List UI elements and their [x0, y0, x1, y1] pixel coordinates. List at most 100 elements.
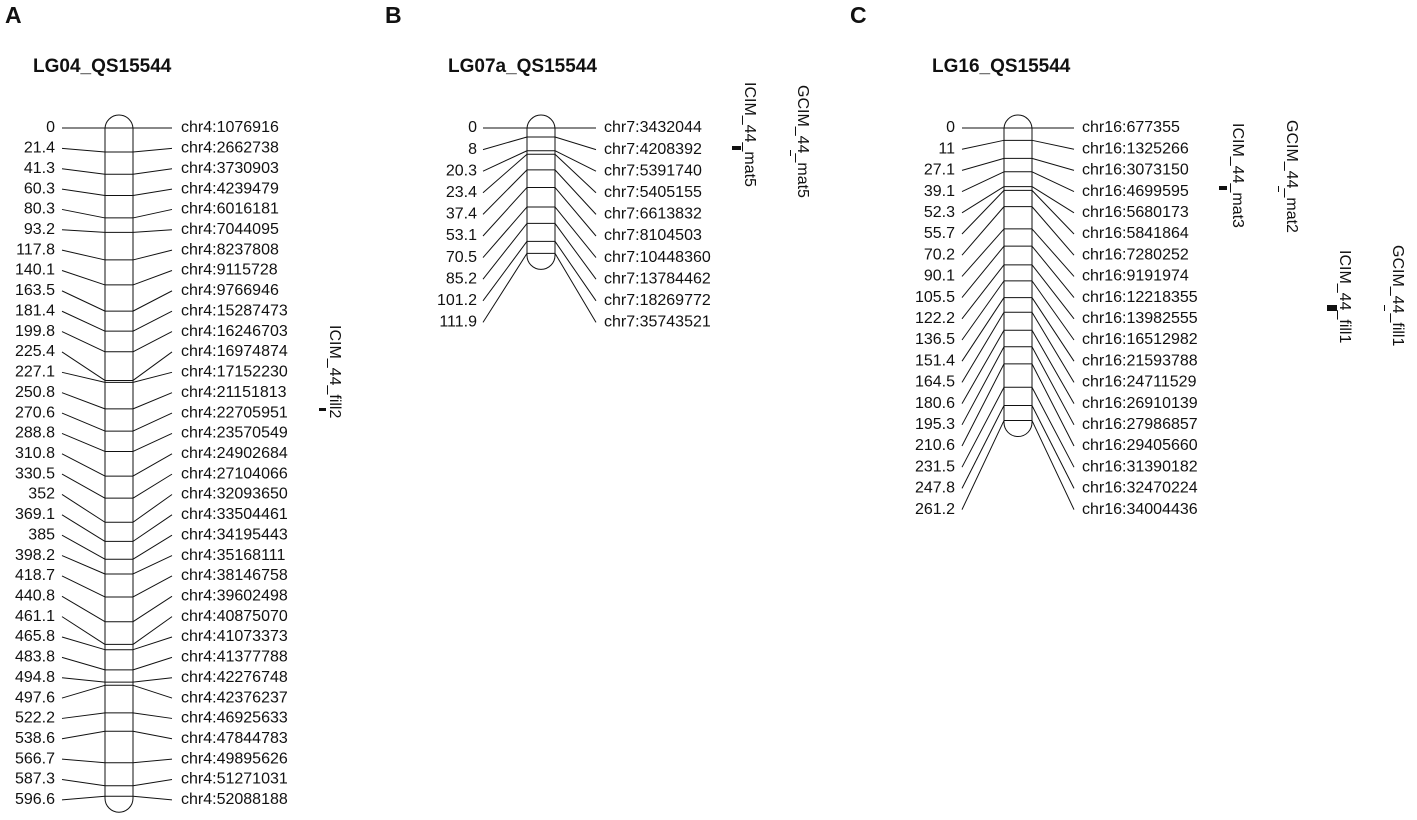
marker-line-left: [61, 473, 106, 499]
marker-line-left: [961, 190, 1005, 235]
marker-name: chr4:47844783: [181, 730, 288, 747]
marker-name: chr7:4208392: [604, 141, 702, 158]
marker-line-right: [1031, 186, 1075, 214]
marker-line-left: [961, 405, 1005, 489]
marker-line-right: [132, 795, 173, 801]
marker-position: 440.8: [15, 587, 55, 604]
qtl-label: ICIM_44_fill1: [1336, 250, 1353, 343]
qtl-bar: [732, 146, 741, 150]
marker-line-right: [1031, 420, 1075, 510]
marker-line-left: [482, 136, 528, 151]
marker-line-left: [961, 420, 1005, 510]
marker-name: chr4:6016181: [181, 201, 279, 218]
marker-line-left: [961, 228, 1005, 277]
marker-position: 90.1: [924, 268, 955, 285]
marker-line-left: [61, 453, 106, 477]
marker-position: 8: [468, 141, 477, 158]
marker-position: 261.2: [915, 501, 955, 518]
marker-name: chr7:10448360: [604, 249, 711, 266]
marker-line-right: [132, 730, 173, 740]
marker-name: chr4:2662738: [181, 140, 279, 157]
marker-name: chr16:24711529: [1082, 374, 1197, 391]
marker-name: chr4:42376237: [181, 689, 288, 706]
marker-name: chr4:42276748: [181, 669, 288, 686]
marker-name: chr4:23570549: [181, 425, 288, 442]
marker-position: 494.8: [15, 669, 55, 686]
marker-line-left: [482, 206, 528, 258]
marker-position: 250.8: [15, 384, 55, 401]
marker-line-left: [961, 297, 1005, 362]
marker-name: chr16:9191974: [1082, 268, 1189, 285]
marker-line-right: [1031, 264, 1075, 320]
marker-line-left: [61, 229, 106, 233]
marker-name: chr16:29405660: [1082, 437, 1198, 454]
marker-name: chr16:4699595: [1082, 183, 1189, 200]
marker-line-right: [132, 636, 173, 651]
marker-name: chr4:3730903: [181, 160, 279, 177]
marker-position: 37.4: [446, 206, 477, 223]
marker-line-right: [132, 371, 173, 383]
marker-line-left: [61, 636, 106, 651]
marker-line-left: [482, 150, 528, 172]
marker-line-right: [1031, 245, 1075, 298]
marker-position: 0: [946, 119, 955, 136]
marker-position: 210.6: [915, 437, 955, 454]
qtl-bar: [1384, 305, 1385, 311]
marker-line-left: [961, 311, 1005, 383]
marker-position: 398.2: [15, 547, 55, 564]
marker-name: chr16:5680173: [1082, 204, 1189, 221]
marker-line-right: [1031, 311, 1075, 383]
marker-line-left: [961, 280, 1005, 341]
marker-line-right: [132, 758, 173, 764]
marker-name: chr16:5841864: [1082, 225, 1189, 242]
marker-name: chr7:6613832: [604, 206, 702, 223]
marker-line-left: [961, 363, 1005, 447]
panel-title: LG04_QS15544: [33, 56, 172, 77]
marker-line-right: [132, 575, 173, 598]
marker-position: 163.5: [15, 282, 55, 299]
marker-position: 195.3: [915, 416, 955, 433]
marker-line-left: [61, 677, 106, 683]
marker-position: 465.8: [15, 628, 55, 645]
marker-position: 247.8: [915, 480, 955, 497]
marker-position: 20.3: [446, 162, 477, 179]
qtl-bar: [790, 150, 791, 156]
marker-name: chr4:51271031: [181, 771, 288, 788]
marker-position: 80.3: [24, 201, 55, 218]
marker-line-right: [1031, 228, 1075, 277]
marker-name: chr4:41073373: [181, 628, 288, 645]
marker-position: 231.5: [915, 458, 955, 475]
marker-line-right: [132, 310, 173, 332]
chromosome: [1003, 114, 1033, 438]
marker-line-right: [1031, 171, 1075, 193]
marker-position: 122.2: [915, 310, 955, 327]
marker-line-left: [961, 186, 1005, 214]
marker-name: chr4:40875070: [181, 608, 288, 625]
marker-name: chr7:5391740: [604, 162, 702, 179]
panel-letter: B: [385, 2, 402, 28]
marker-line-right: [554, 153, 597, 194]
marker-line-right: [132, 616, 173, 645]
marker-position: 522.2: [15, 710, 55, 727]
marker-line-right: [132, 684, 173, 699]
marker-name: chr7:8104503: [604, 227, 702, 244]
marker-line-left: [961, 157, 1005, 171]
marker-line-left: [961, 245, 1005, 298]
qtl-bar: [319, 408, 326, 411]
marker-line-left: [961, 330, 1005, 404]
marker-position: 41.3: [24, 160, 55, 177]
marker-line-left: [61, 575, 106, 598]
marker-line-left: [61, 494, 106, 523]
marker-position: 93.2: [24, 221, 55, 238]
marker-line-left: [61, 779, 106, 787]
marker-position: 23.4: [446, 184, 477, 201]
marker-name: chr16:21593788: [1082, 352, 1198, 369]
marker-line-right: [1031, 405, 1075, 489]
marker-name: chr4:8237808: [181, 241, 279, 258]
marker-line-left: [61, 656, 106, 671]
marker-position: 101.2: [437, 292, 477, 309]
marker-line-left: [61, 331, 106, 353]
marker-name: chr4:16974874: [181, 343, 288, 360]
marker-line-right: [554, 136, 597, 151]
marker-name: chr4:46925633: [181, 710, 288, 727]
